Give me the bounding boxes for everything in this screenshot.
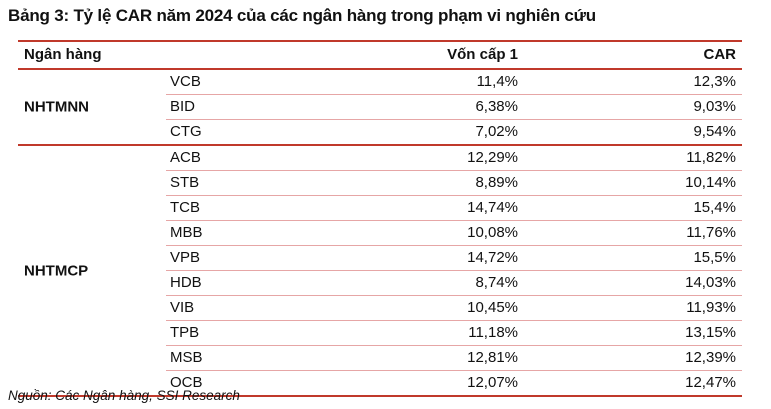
tier1-value: 10,08%	[467, 224, 518, 241]
car-value: 9,03%	[693, 98, 736, 115]
tier1-value: 12,07%	[467, 374, 518, 391]
table-row: VPB 14,72% 15,5%	[166, 246, 742, 271]
tier1-value: 12,29%	[467, 149, 518, 166]
bank-code: VPB	[170, 249, 201, 266]
tier1-value: 7,02%	[475, 123, 518, 140]
car-value: 15,5%	[693, 249, 736, 266]
tier1-value: 10,45%	[467, 299, 518, 316]
bank-code: MBB	[170, 224, 203, 241]
bank-code: CTG	[170, 123, 202, 140]
source-note: Nguồn: Các Ngân hàng, SSI Research	[8, 388, 240, 403]
tier1-value: 8,74%	[475, 274, 518, 291]
car-value: 12,39%	[685, 349, 736, 366]
tier1-value: 11,4%	[476, 73, 518, 90]
group-label: NHTMNN	[24, 98, 89, 116]
bank-code: TPB	[170, 324, 200, 341]
car-value: 11,76%	[686, 224, 736, 241]
table-row: HDB 8,74% 14,03%	[166, 271, 742, 296]
bank-code: HDB	[170, 274, 202, 291]
bank-group: NHTMCP ACB 12,29% 11,82% STB 8,89% 10,14% TCB 14…	[18, 146, 742, 397]
bank-group: NHTMNN VCB 11,4% 12,3% BID 6,38% 9,03% CTG 7,02%…	[18, 70, 742, 146]
bank-code: VIB	[170, 299, 195, 316]
car-value: 15,4%	[693, 199, 736, 216]
bank-code: ACB	[170, 149, 201, 166]
car-value: 11,82%	[686, 149, 736, 166]
car-value: 10,14%	[685, 174, 736, 191]
tier1-value: 6,38%	[475, 98, 518, 115]
group-label: NHTMCP	[24, 262, 89, 279]
bank-code: MSB	[170, 349, 203, 366]
table-row: CTG 7,02% 9,54%	[166, 120, 742, 144]
bank-code: STB	[170, 174, 200, 191]
car-value: 9,54%	[693, 123, 736, 140]
table-header: Ngân hàng Vốn cấp 1 CAR	[18, 40, 742, 70]
table-row: ACB 12,29% 11,82%	[166, 146, 742, 171]
table-row: TPB 11,18% 13,15%	[166, 321, 742, 346]
tier1-value: 8,89%	[475, 174, 518, 191]
header-bank: Ngân hàng	[24, 46, 102, 63]
table-row: TCB 14,74% 15,4%	[166, 196, 742, 221]
table-title: Bảng 3: Tỷ lệ CAR năm 2024 của các ngân …	[8, 6, 596, 25]
car-value: 12,3%	[693, 73, 736, 90]
bank-code: BID	[170, 98, 196, 115]
tier1-value: 12,81%	[467, 349, 518, 366]
tier1-value: 11,18%	[468, 324, 518, 341]
bank-code: TCB	[170, 199, 200, 216]
car-table: Ngân hàng Vốn cấp 1 CAR NHTMNN VCB 11,4% 12…	[18, 40, 742, 397]
tier1-value: 14,72%	[467, 249, 518, 266]
car-value: 14,03%	[685, 274, 736, 291]
bank-code: OCB	[170, 374, 203, 391]
car-value: 12,47%	[685, 374, 736, 391]
bank-code: VCB	[170, 73, 201, 90]
table-row: MSB 12,81% 12,39%	[166, 346, 742, 371]
table-row: STB 8,89% 10,14%	[166, 171, 742, 196]
table-row: MBB 10,08% 11,76%	[166, 221, 742, 246]
header-car: CAR	[703, 46, 737, 63]
table-row: BID 6,38% 9,03%	[166, 95, 742, 120]
car-value: 11,93%	[686, 299, 736, 316]
tier1-value: 14,74%	[467, 199, 518, 216]
header-tier1: Vốn cấp 1	[447, 46, 518, 63]
table-body: NHTMNN VCB 11,4% 12,3% BID 6,38% 9,03% CTG 7,02%…	[18, 70, 742, 397]
table-row: OCB 12,07% 12,47%	[166, 371, 742, 395]
table-row: VIB 10,45% 11,93%	[166, 296, 742, 321]
table-row: VCB 11,4% 12,3%	[166, 70, 742, 95]
car-value: 13,15%	[685, 324, 736, 341]
